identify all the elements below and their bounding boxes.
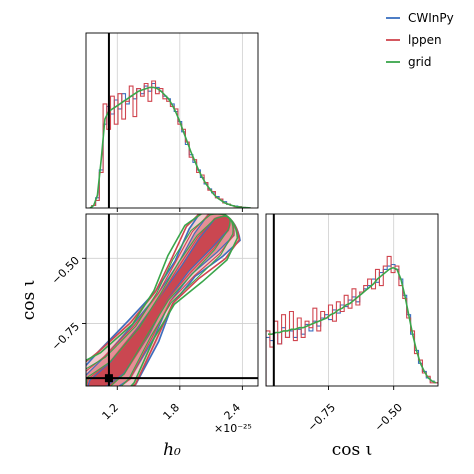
cosi-y-tick-label: −0.50: [49, 254, 82, 287]
contour-fill-outer: [87, 215, 231, 386]
legend-label: CWInPy: [408, 11, 454, 25]
legend: CWInPy lppen grid: [386, 11, 454, 69]
h0-tick-label: 2.4: [222, 401, 244, 423]
h0-tick-label: 1.2: [100, 401, 122, 423]
series-grid-line: [268, 266, 437, 384]
panel-background: [86, 33, 258, 208]
h0-histograms: [88, 80, 253, 208]
cosi-x-axis-label: cos ι: [332, 440, 373, 460]
cosi-x-axis: −0.75 −0.50 cos ι: [305, 401, 405, 460]
h0-axis: 1.2 1.8 2.4 ×10⁻²⁵ h₀: [100, 401, 252, 460]
cosi-x-tick-label: −0.50: [372, 401, 405, 434]
panel-frame: [265, 213, 439, 387]
panel-frame: [85, 213, 259, 387]
h0-axis-label: h₀: [163, 440, 181, 460]
h0-marginal-panel: [85, 32, 259, 212]
cosi-y-tick-label: −0.75: [49, 320, 82, 353]
cosi-y-axis: −0.75 −0.50 cos ι: [19, 254, 82, 353]
contour-line-lppen: [86, 214, 235, 386]
contour-line-grid: [86, 215, 231, 386]
cosi-y-axis-label: cos ι: [19, 280, 39, 321]
panel-frame: [85, 32, 259, 209]
contour-line-cwinpy: [86, 214, 241, 386]
legend-label: lppen: [408, 33, 442, 47]
h0-tick-label: 1.8: [161, 401, 183, 423]
contour-line-cwinpy: [86, 214, 235, 386]
joint-posterior-panel: [82, 213, 259, 390]
contour-line-grid: [86, 214, 239, 386]
series-grid-line: [89, 86, 251, 208]
injection-marker: [104, 374, 113, 383]
joint-contours: [86, 214, 241, 386]
legend-label: grid: [408, 55, 432, 69]
cosi-histograms: [266, 255, 438, 386]
cosi-x-tick-label: −0.75: [305, 401, 338, 434]
contour-line-grid: [86, 214, 234, 386]
cosi-marginal-panel: [265, 213, 439, 390]
h0-offset-label: ×10⁻²⁵: [214, 422, 252, 435]
